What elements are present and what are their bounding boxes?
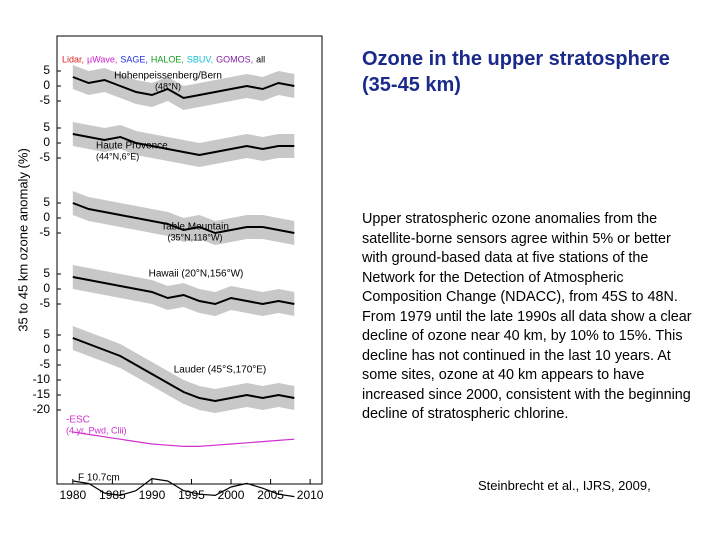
series-line bbox=[72, 202, 295, 235]
station-sublabel: (48°N) bbox=[155, 81, 181, 91]
legend-entry: SBUV, bbox=[187, 54, 213, 64]
y-tick-label: 0 bbox=[43, 342, 50, 356]
y-tick-label: 0 bbox=[43, 135, 50, 149]
legend-entry: all bbox=[256, 54, 265, 64]
station-label: Table Mountain bbox=[161, 222, 229, 233]
series-line bbox=[72, 133, 295, 157]
y-tick-label: 5 bbox=[43, 266, 50, 280]
uncertainty-band bbox=[72, 122, 295, 167]
uncertainty-band bbox=[72, 191, 295, 245]
station-label: Hohenpeissenberg/Bern bbox=[114, 71, 222, 82]
y-tick-label: 0 bbox=[43, 78, 50, 92]
legend-entry: µWave, bbox=[87, 54, 117, 64]
y-tick-label: 5 bbox=[43, 120, 50, 134]
slide-title: Ozone in the upper stratosphere (35-45 k… bbox=[362, 48, 670, 96]
series-line bbox=[72, 76, 295, 100]
station-label: F 10.7cm bbox=[78, 473, 120, 484]
uncertainty-band bbox=[72, 265, 295, 316]
y-tick-label: -5 bbox=[39, 150, 50, 164]
y-tick-label: -20 bbox=[33, 402, 51, 416]
citation: Steinbrecht et al., IJRS, 2009, bbox=[478, 478, 651, 493]
x-tick-label: 2005 bbox=[257, 488, 284, 502]
y-tick-label: -5 bbox=[39, 357, 50, 371]
station-sublabel: (35°N,118°W) bbox=[167, 232, 222, 242]
y-tick-label: -10 bbox=[33, 372, 51, 386]
station-sublabel: (44°N,6°E) bbox=[96, 151, 139, 161]
x-tick-label: 1995 bbox=[178, 488, 205, 502]
x-tick-label: 1980 bbox=[59, 488, 86, 502]
station-label: Hawaii (20°N,156°W) bbox=[149, 269, 244, 280]
series-line bbox=[72, 477, 295, 498]
series-line bbox=[72, 431, 295, 447]
station-label: Lauder (45°S,170°E) bbox=[174, 365, 267, 376]
uncertainty-band bbox=[72, 326, 295, 413]
legend-entry: GOMOS, bbox=[216, 54, 253, 64]
station-label: Haute Provence bbox=[96, 141, 168, 152]
y-tick-label: 5 bbox=[43, 63, 50, 77]
y-tick-label: 5 bbox=[43, 327, 50, 341]
y-tick-label: 5 bbox=[43, 195, 50, 209]
legend-entry: HALOE, bbox=[151, 54, 184, 64]
uncertainty-band bbox=[72, 65, 295, 110]
x-tick-label: 1985 bbox=[99, 488, 126, 502]
legend-entry: Lidar, bbox=[62, 54, 84, 64]
figure: 35 to 45 km ozone anomaly (%) 1980 1985 19… bbox=[15, 35, 324, 502]
station-sublabel: (4 yr, Pwd, Clii) bbox=[66, 425, 127, 435]
y-tick-label: -5 bbox=[39, 296, 50, 310]
y-tick-label: -15 bbox=[33, 387, 51, 401]
x-tick-label: 1990 bbox=[139, 488, 166, 502]
plot-frame bbox=[56, 35, 323, 485]
station-label: -ESC bbox=[66, 415, 90, 426]
x-tick-label: 2010 bbox=[297, 488, 324, 502]
y-tick-label: 0 bbox=[43, 210, 50, 224]
y-axis-label: 35 to 45 km ozone anomaly (%) bbox=[15, 148, 30, 332]
series-line bbox=[72, 276, 295, 306]
y-tick-label: 0 bbox=[43, 281, 50, 295]
body-text: Upper stratospheric ozone anomalies from… bbox=[362, 211, 692, 422]
legend-entry: SAGE, bbox=[120, 54, 148, 64]
y-tick-label: -5 bbox=[39, 225, 50, 239]
y-tick-label: -5 bbox=[39, 93, 50, 107]
series-line bbox=[72, 337, 295, 403]
x-tick-label: 2000 bbox=[218, 488, 245, 502]
